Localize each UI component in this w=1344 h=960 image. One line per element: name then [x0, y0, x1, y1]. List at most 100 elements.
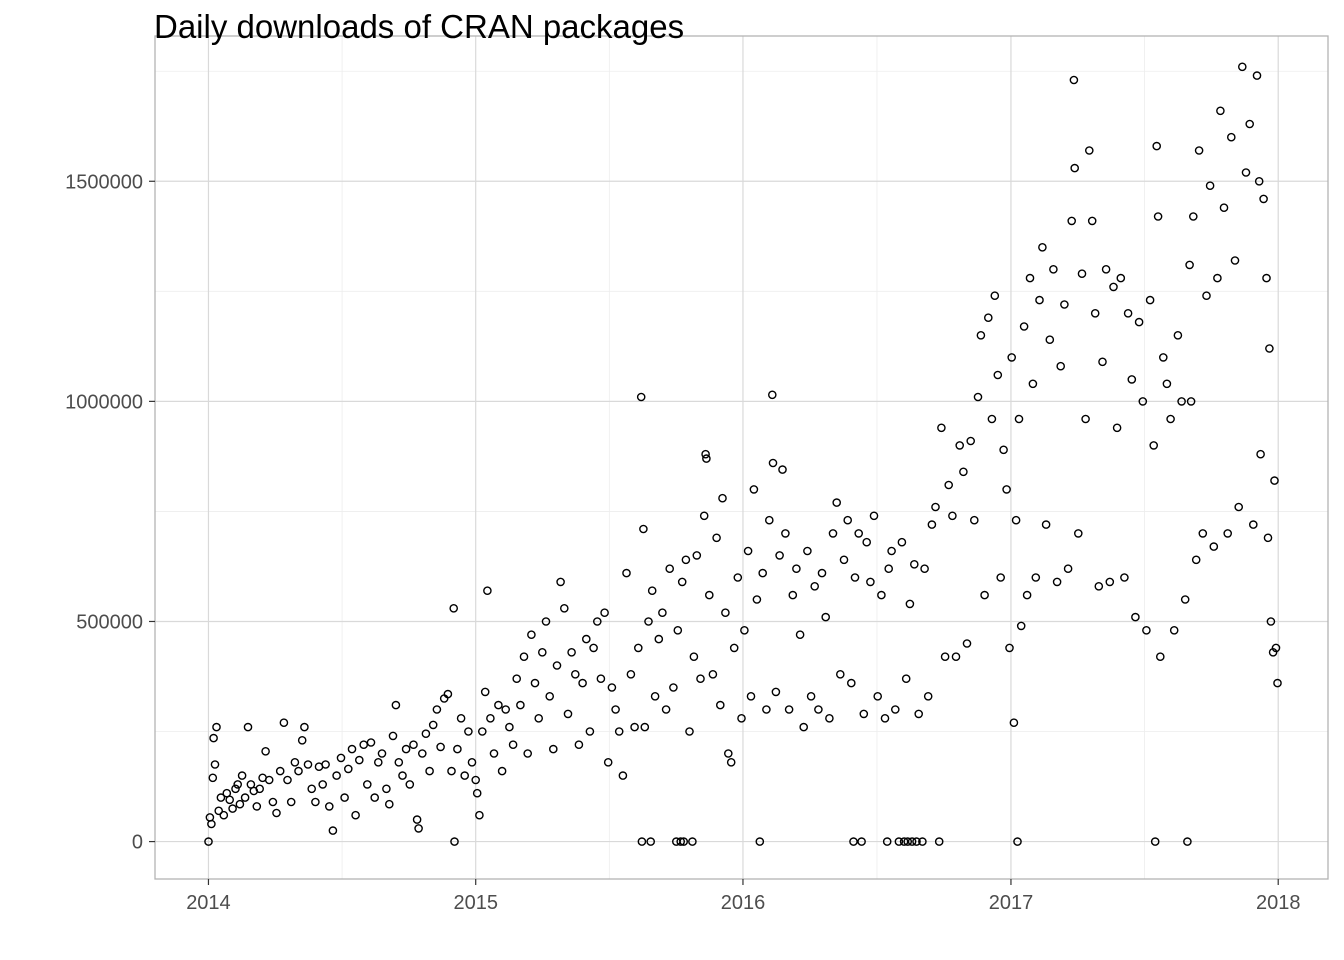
data-point: [359, 740, 369, 750]
data-point: [307, 784, 317, 794]
data-point: [414, 824, 423, 833]
data-point: [758, 568, 768, 578]
data-point: [563, 709, 573, 719]
data-point: [560, 604, 569, 613]
data-point: [705, 590, 714, 600]
data-point: [1105, 577, 1115, 587]
data-point: [1186, 397, 1196, 406]
data-point: [743, 546, 753, 556]
minor-grid: [155, 36, 1328, 879]
data-point: [279, 718, 289, 728]
data-point: [1223, 529, 1232, 538]
data-point: [1013, 837, 1022, 846]
data-point: [665, 564, 675, 574]
data-point: [940, 652, 950, 662]
data-point: [799, 722, 809, 732]
data-point: [765, 515, 774, 525]
data-point: [1038, 242, 1047, 252]
data-point: [208, 773, 218, 783]
data-point: [538, 648, 547, 657]
data-point: [661, 705, 671, 714]
data-point: [934, 837, 944, 846]
data-point: [464, 727, 473, 736]
data-point: [1094, 582, 1104, 591]
data-point: [899, 837, 909, 846]
data-point: [311, 797, 320, 807]
data-point: [1085, 146, 1094, 155]
data-point: [644, 617, 653, 626]
data-point: [1025, 273, 1035, 283]
data-point: [1266, 617, 1276, 626]
data-point: [204, 837, 213, 846]
data-point: [530, 678, 540, 688]
data-point: [394, 758, 404, 767]
data-point: [460, 771, 470, 780]
data-point: [622, 568, 631, 578]
x-axis: 2014 2015 2016 2017 2018: [186, 879, 1300, 914]
data-point: [795, 630, 805, 640]
data-point: [432, 705, 442, 714]
data-points: [204, 62, 1282, 846]
data-point: [688, 837, 697, 846]
data-point: [1189, 212, 1198, 221]
data-point: [771, 687, 781, 697]
data-point: [603, 758, 613, 767]
data-point: [596, 674, 606, 684]
data-point: [449, 604, 459, 613]
data-point: [1035, 295, 1044, 305]
data-point: [607, 683, 617, 692]
data-point: [340, 793, 349, 802]
data-point: [1205, 181, 1215, 190]
data-point: [993, 370, 1003, 380]
data-point: [1067, 216, 1076, 226]
data-point: [626, 670, 636, 679]
data-point: [784, 705, 794, 714]
data-point: [1041, 520, 1051, 529]
data-point: [235, 799, 245, 809]
data-point: [1145, 295, 1155, 305]
data-point: [417, 749, 427, 758]
data-point: [973, 392, 983, 402]
data-point: [268, 797, 278, 807]
data-point: [880, 714, 890, 723]
data-point: [1116, 273, 1126, 283]
data-point: [1152, 141, 1161, 151]
data-point: [1142, 626, 1151, 635]
data-point: [508, 740, 518, 750]
data-point: [1112, 423, 1122, 433]
data-point: [737, 714, 746, 723]
data-point: [1271, 643, 1281, 653]
data-point: [412, 815, 422, 824]
data-point: [398, 771, 407, 780]
data-point: [847, 678, 856, 688]
data-point: [901, 674, 911, 684]
data-point: [696, 674, 705, 684]
data-point: [477, 727, 487, 736]
data-point: [384, 799, 394, 809]
data-point: [351, 810, 360, 820]
data-point: [729, 643, 739, 653]
data-point: [480, 687, 490, 697]
data-point: [1194, 146, 1204, 155]
data-point: [1069, 75, 1079, 85]
data-point: [1131, 612, 1140, 622]
data-point: [1005, 643, 1014, 653]
data-point: [803, 546, 812, 556]
data-point: [497, 766, 507, 776]
data-point: [755, 837, 765, 846]
data-point: [692, 551, 702, 560]
data-point: [574, 740, 584, 750]
data-point: [541, 617, 551, 626]
data-point: [283, 775, 292, 785]
data-point: [905, 599, 915, 609]
data-point: [261, 747, 270, 756]
data-point: [1166, 414, 1175, 424]
data-point: [1098, 357, 1107, 367]
data-point: [716, 700, 725, 710]
data-point: [821, 612, 831, 622]
data-point: [1081, 414, 1090, 424]
data-point: [231, 784, 240, 794]
data-point: [523, 749, 533, 758]
data-point: [297, 736, 307, 745]
data-point: [1180, 595, 1190, 604]
